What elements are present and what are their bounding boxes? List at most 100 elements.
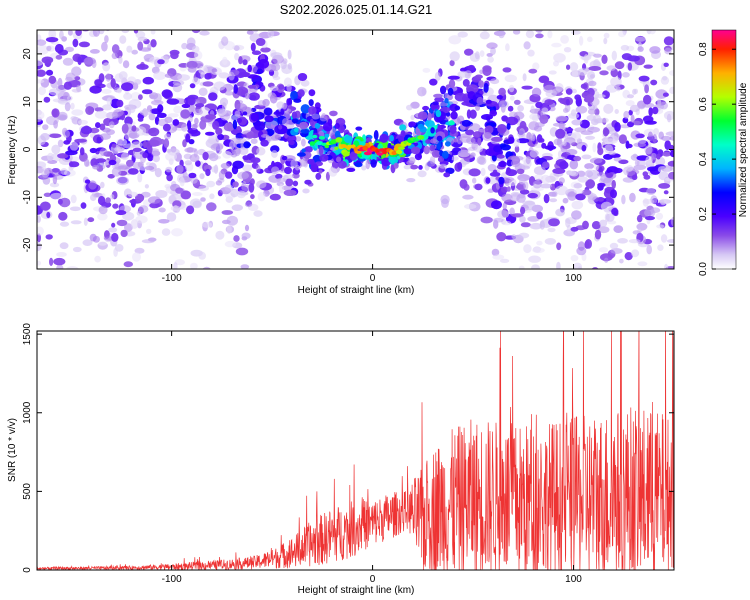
spectral-blob — [643, 64, 653, 69]
spectral-blob — [498, 161, 507, 168]
spectral-blob — [635, 133, 645, 139]
spectral-blob — [581, 253, 587, 262]
spectral-blob — [109, 273, 120, 282]
spectral-blob — [591, 267, 599, 269]
spectral-blob — [328, 167, 338, 177]
spectral-blob — [137, 117, 144, 122]
spectral-blob — [71, 109, 84, 116]
spectral-blob — [80, 126, 93, 135]
spectral-blob — [92, 164, 100, 170]
spectral-blob — [496, 232, 507, 242]
spectral-blob — [238, 56, 243, 65]
spectral-blob — [496, 95, 503, 100]
spectral-blob — [563, 108, 569, 113]
spectral-blob — [205, 114, 217, 120]
spectral-blob — [269, 193, 281, 201]
spectral-blob — [563, 47, 572, 53]
spectral-blob — [398, 135, 405, 143]
spectral-blob — [555, 115, 568, 122]
spectral-blob — [447, 87, 454, 96]
spectral-blob — [233, 235, 240, 242]
spectral-blob — [573, 262, 582, 269]
spectral-blob — [234, 110, 241, 117]
spectral-blob — [95, 122, 101, 129]
spectral-blob — [665, 131, 674, 136]
spectral-blob — [647, 131, 654, 142]
spectral-blob — [603, 103, 614, 114]
spectral-blob — [480, 167, 486, 177]
spectral-blob — [188, 172, 197, 179]
spectral-blob — [440, 194, 450, 205]
spectral-blob — [486, 42, 498, 49]
spectral-blob — [238, 146, 249, 155]
spectral-blob — [663, 36, 674, 46]
spectral-blob — [646, 188, 656, 195]
spectral-blob — [388, 156, 396, 164]
spectral-blob — [429, 144, 436, 152]
spectral-blob — [535, 30, 543, 33]
spectral-blob — [518, 128, 526, 137]
spectral-blob — [664, 263, 669, 269]
spectral-blob — [43, 192, 52, 197]
spectral-blob — [136, 210, 141, 216]
spectral-blob — [114, 147, 125, 152]
spectral-blob — [441, 150, 449, 159]
spectral-blob — [98, 205, 108, 215]
spectral-blob — [284, 166, 292, 175]
spectral-blob — [346, 167, 356, 172]
spectral-blob — [233, 84, 238, 94]
spectral-blob — [67, 95, 73, 101]
spectral-blob — [138, 94, 143, 100]
spectral-blob — [532, 62, 540, 71]
spectral-blob — [636, 214, 643, 223]
spectral-blob — [500, 144, 512, 151]
spectral-blob — [626, 165, 634, 172]
spectral-blob — [136, 63, 149, 70]
spectral-blob — [505, 169, 518, 177]
spectral-blob — [431, 150, 441, 158]
spectral-blob — [621, 53, 633, 61]
spectral-blob — [210, 143, 224, 151]
spectral-blob — [83, 57, 96, 65]
spectral-blob — [644, 120, 657, 125]
spectral-blob — [228, 71, 235, 81]
spectral-blob — [656, 153, 661, 160]
spectral-blob — [581, 154, 592, 160]
spectral-blob — [242, 111, 248, 116]
spectral-blob — [403, 148, 413, 155]
spectral-blob — [220, 162, 231, 169]
spectral-blob — [47, 152, 54, 161]
spectral-blob — [541, 107, 549, 114]
spectral-blob — [536, 240, 543, 246]
spectral-blob — [514, 145, 520, 153]
spectral-blob — [501, 220, 512, 226]
spectral-blob — [147, 139, 160, 147]
spectral-blob — [293, 98, 302, 103]
spectral-blob — [265, 120, 278, 129]
spectral-blob — [579, 119, 590, 129]
spectral-blob — [479, 50, 485, 57]
spectral-blob — [464, 203, 477, 210]
spectral-blob — [623, 110, 630, 119]
spectral-blob — [632, 120, 641, 126]
spectral-blob — [457, 149, 471, 158]
spectral-blob — [588, 66, 602, 71]
spectral-blob — [625, 100, 635, 107]
spectral-blob — [555, 128, 566, 139]
spectral-blob — [477, 137, 482, 146]
spectral-blob — [406, 104, 413, 111]
spectral-blob — [199, 30, 210, 36]
spectral-blob — [650, 207, 661, 213]
spectral-blob — [252, 30, 259, 33]
spectral-blob — [147, 145, 153, 154]
spectral-blob — [569, 159, 579, 170]
spectral-blob — [646, 244, 652, 255]
spectral-blob — [627, 94, 634, 99]
spectral-blob — [186, 37, 196, 47]
spectral-blob — [517, 105, 524, 112]
spectral-blob — [97, 195, 106, 206]
spectral-blob — [571, 69, 579, 78]
spectral-blob — [190, 262, 198, 269]
spectral-blob — [58, 211, 68, 221]
spectral-blob — [427, 112, 432, 122]
